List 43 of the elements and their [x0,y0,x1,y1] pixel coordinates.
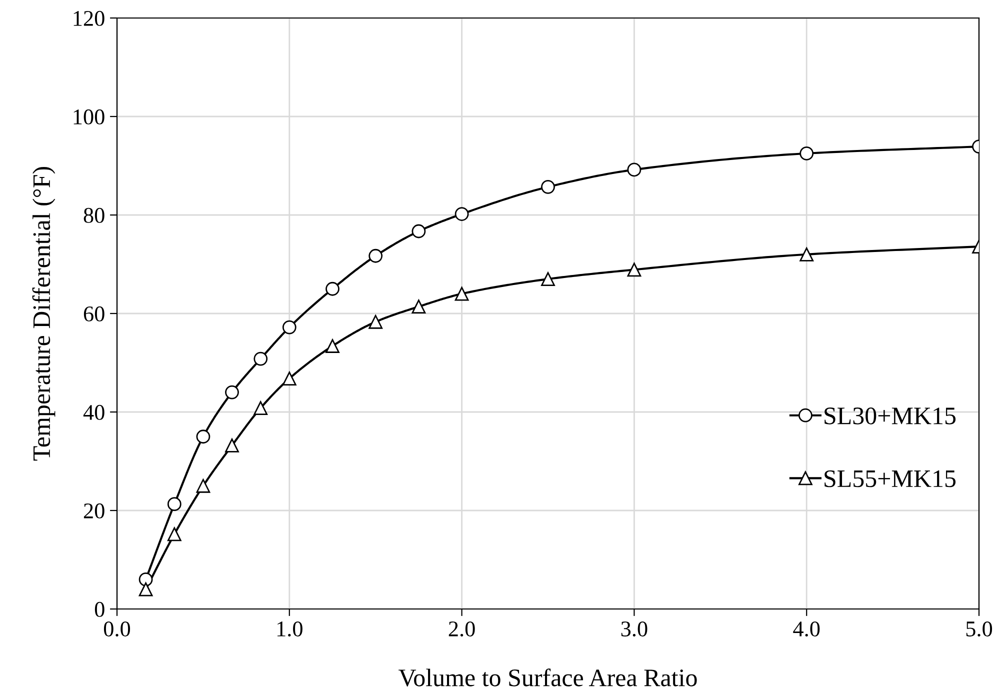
point [225,385,239,400]
point [225,438,239,452]
point [800,146,814,160]
point [541,272,555,286]
x-tick-label: 3.0 [621,621,648,637]
point [627,262,642,277]
point [196,478,210,493]
x-tick-label: 4.0 [793,621,820,637]
legend-label: SL55+MK15 [824,470,956,488]
point [412,300,426,314]
point [138,582,153,596]
point [167,527,182,542]
y-tick-label: 80 [84,208,104,223]
point [326,282,340,296]
point [282,372,296,386]
y-axis-title: Temperature Differential (°F) [32,167,56,461]
point [412,224,426,238]
point [627,162,642,177]
y-tick-label: 100 [74,109,104,124]
x-tick-label: 1.0 [277,621,302,637]
point [254,352,268,366]
point [196,430,210,444]
point [254,401,268,416]
point [167,497,182,512]
point [326,339,340,353]
point [138,572,153,586]
y-tick-label: 40 [83,404,104,420]
y-tick-label: 60 [84,306,104,322]
point [541,180,555,194]
y-tick-label: 0 [94,602,104,617]
y-tick-label: 120 [74,10,104,26]
point [454,286,469,301]
point [368,248,383,263]
x-tick-label: 0.0 [104,621,130,637]
y-tick-label: 20 [84,503,104,518]
legend-label: SL30+MK15 [824,407,956,424]
x-tick-label: 5.0 [966,621,992,637]
x-axis-title: Volume to Surface Area Ratio [398,668,697,686]
x-tick-label: 2.0 [448,621,475,637]
point [454,207,469,221]
point [368,314,383,329]
point [282,320,296,334]
point [800,247,814,262]
